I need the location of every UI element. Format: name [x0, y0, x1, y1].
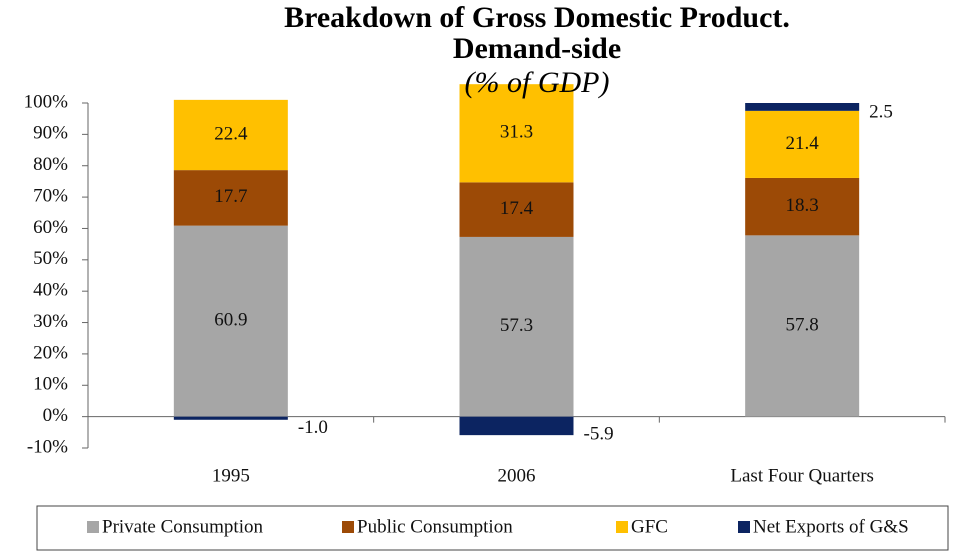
value-label: 22.4	[214, 123, 248, 144]
value-label: -1.0	[298, 417, 328, 438]
value-label: -5.9	[584, 424, 614, 445]
bar-segment	[459, 416, 574, 436]
legend-box	[36, 505, 949, 551]
legend-swatch	[616, 521, 628, 533]
chart-subtitle: (% of GDP)	[464, 66, 610, 99]
bar-segment	[459, 84, 574, 183]
value-label: 17.7	[214, 186, 247, 207]
legend-label: GFC	[631, 516, 668, 537]
x-tick-label: 2006	[498, 465, 536, 486]
y-tick-label: 0%	[43, 405, 69, 426]
value-label: 18.3	[786, 195, 819, 216]
y-tick-label: 20%	[33, 342, 68, 363]
bar-segment	[173, 170, 288, 226]
y-tick-label: 60%	[33, 217, 68, 238]
value-label: 60.9	[214, 309, 247, 330]
x-tick-label: Last Four Quarters	[730, 465, 874, 486]
bar-segment	[173, 225, 288, 417]
bar-segment	[745, 110, 860, 178]
y-tick-label: 10%	[33, 374, 68, 395]
y-tick-label: -10%	[27, 436, 68, 457]
legend-label: Private Consumption	[102, 516, 263, 537]
bar-segment	[745, 103, 860, 111]
bar-segment	[459, 182, 574, 237]
legend-swatch	[738, 521, 750, 533]
y-tick-label: 80%	[33, 154, 68, 175]
y-tick-label: 50%	[33, 248, 68, 269]
chart-title: Breakdown of Gross Domestic Product. Dem…	[284, 1, 790, 65]
y-tick-label: 70%	[33, 185, 68, 206]
bar-segment	[459, 236, 574, 417]
value-label: 57.8	[786, 314, 819, 335]
value-label: 31.3	[500, 122, 533, 143]
bar-segment	[745, 235, 860, 417]
legend-swatch	[87, 521, 99, 533]
bar-segment	[173, 99, 288, 171]
legend-swatch	[342, 521, 354, 533]
y-tick-label: 100%	[24, 91, 69, 112]
y-tick-label: 30%	[33, 311, 68, 332]
y-tick-label: 40%	[33, 280, 68, 301]
value-label: 17.4	[500, 198, 534, 219]
value-label: 57.3	[500, 315, 533, 336]
legend-label: Net Exports of G&S	[753, 516, 909, 537]
bar-segment	[745, 177, 860, 236]
legend-label: Public Consumption	[357, 516, 513, 537]
bar-segment	[173, 416, 288, 420]
value-label: 2.5	[869, 101, 893, 122]
value-label: 21.4	[786, 133, 820, 154]
y-tick-label: 90%	[33, 123, 68, 144]
x-tick-label: 1995	[212, 465, 250, 486]
